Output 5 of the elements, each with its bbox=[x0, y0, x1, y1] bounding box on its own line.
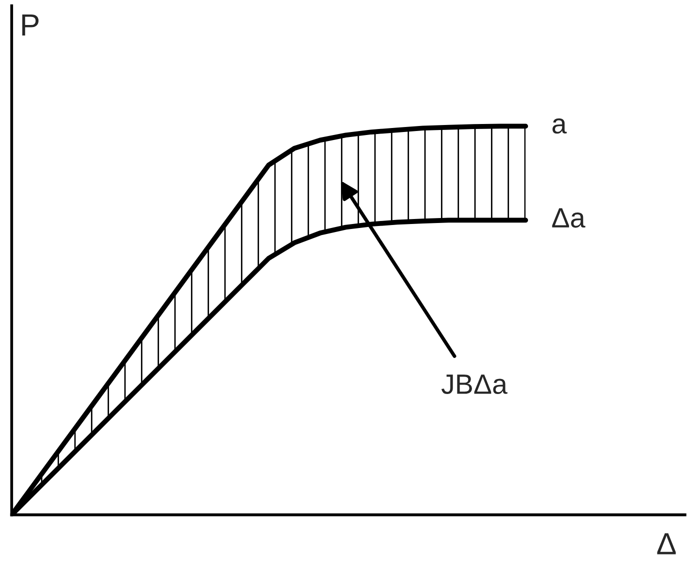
series-label: Δa bbox=[552, 208, 586, 228]
x-axis-title: Δ bbox=[657, 533, 676, 554]
annotation: JBΔa bbox=[441, 374, 508, 394]
y-axis-title: P bbox=[22, 14, 39, 36]
series-label: a bbox=[552, 118, 567, 134]
